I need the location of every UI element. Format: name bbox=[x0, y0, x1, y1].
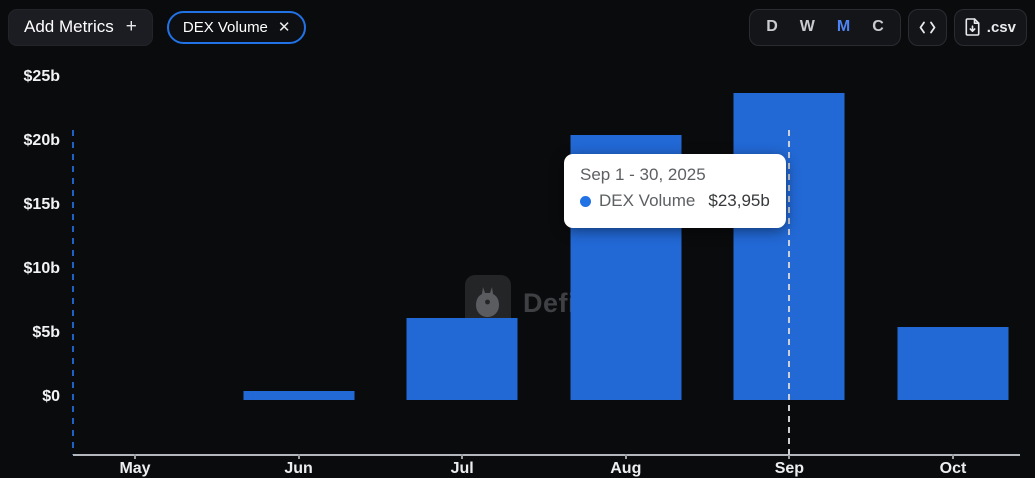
y-axis-label-0: $0 bbox=[42, 388, 60, 405]
x-axis-line bbox=[73, 454, 1020, 456]
tooltip-series-label: DEX Volume bbox=[599, 191, 696, 210]
file-download-icon bbox=[965, 18, 980, 36]
csv-button-label: .csv bbox=[986, 18, 1016, 36]
interval-button-w[interactable]: W bbox=[789, 10, 826, 45]
x-axis-label-sep: Sep bbox=[774, 460, 805, 477]
bar-oct[interactable] bbox=[897, 327, 1009, 400]
chart-tooltip: Sep 1 - 30, 2025 DEX Volume $23,95b bbox=[564, 154, 786, 228]
x-axis-tick-may bbox=[134, 454, 136, 459]
x-axis-label-aug: Aug bbox=[610, 460, 642, 477]
close-icon[interactable]: ✕ bbox=[277, 19, 291, 36]
x-axis-tick-aug bbox=[624, 454, 627, 459]
plus-icon: + bbox=[125, 16, 137, 37]
y-axis-label-15b: $15b bbox=[23, 196, 60, 213]
y-axis-label-25b: $25b bbox=[23, 68, 60, 85]
tooltip-value: $23,95b bbox=[708, 191, 770, 210]
x-axis-label-oct: Oct bbox=[939, 460, 967, 477]
embed-code-button[interactable] bbox=[907, 8, 947, 46]
y-axis-label-10b: $10b bbox=[23, 260, 60, 277]
bar-jul[interactable] bbox=[406, 318, 518, 400]
x-axis-label-jun: Jun bbox=[284, 460, 313, 477]
y-axis-dashed-line bbox=[72, 130, 74, 455]
interval-button-d[interactable]: D bbox=[755, 10, 789, 45]
hover-crosshair-line bbox=[788, 130, 791, 455]
download-csv-button[interactable]: .csv bbox=[953, 8, 1027, 46]
x-axis-tick-jun bbox=[297, 454, 300, 459]
dex-volume-bar-chart[interactable]: DefiLlama Sep 1 - 30, 2025 DEX Volume $2… bbox=[0, 54, 1035, 477]
y-axis-label-5b: $5b bbox=[32, 324, 60, 341]
y-axis-label-20b: $20b bbox=[23, 132, 60, 149]
add-metrics-label: Add Metrics bbox=[24, 17, 114, 36]
x-axis-tick-jul bbox=[461, 454, 464, 459]
bar-jun[interactable] bbox=[243, 391, 355, 400]
x-axis-tick-oct bbox=[952, 454, 954, 459]
code-brackets-icon bbox=[919, 21, 936, 34]
metric-pill-dex-volume[interactable]: DEX Volume ✕ bbox=[166, 10, 307, 44]
series-dot-icon bbox=[580, 195, 591, 207]
tooltip-date-range: Sep 1 - 30, 2025 bbox=[580, 165, 706, 184]
add-metrics-button[interactable]: Add Metrics + bbox=[8, 8, 153, 46]
x-axis-label-jul: Jul bbox=[450, 460, 474, 477]
interval-button-c[interactable]: C bbox=[861, 10, 895, 45]
metric-pill-label: DEX Volume bbox=[182, 18, 268, 36]
interval-button-m[interactable]: M bbox=[826, 10, 861, 45]
x-axis-label-may: May bbox=[119, 460, 151, 477]
